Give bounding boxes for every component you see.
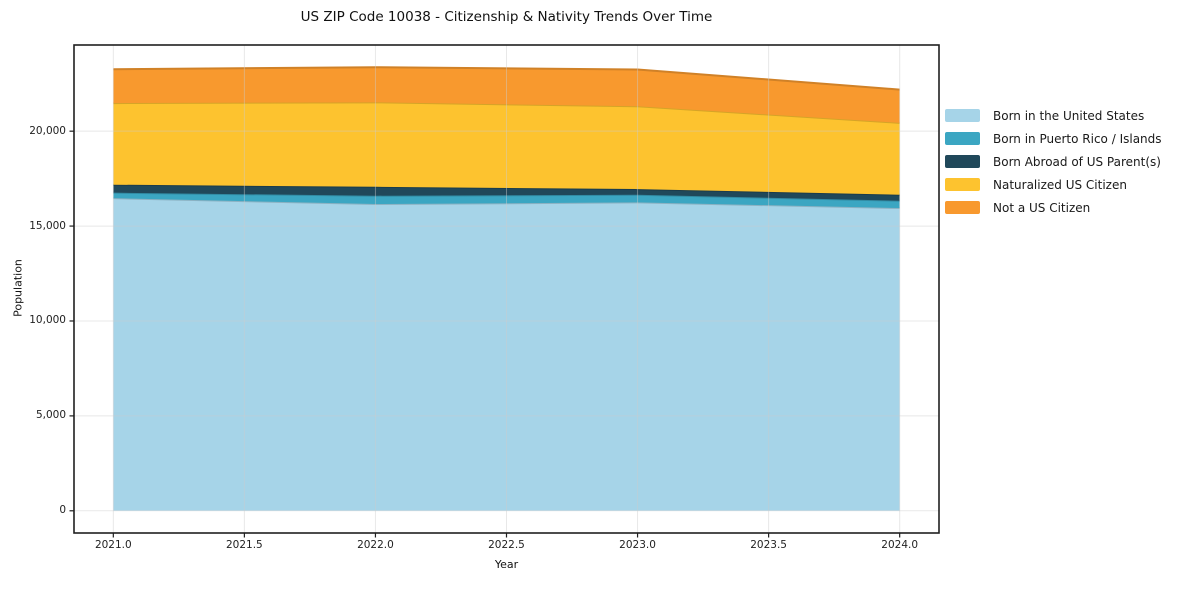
- x-tick-label: 2023.5: [750, 539, 787, 551]
- area-born-abroad-of-us-parent-s: [113, 184, 900, 201]
- legend-item-born-in-the-united-states: Born in the United States: [945, 104, 1162, 127]
- legend-item-born-abroad-of-us-parent-s: Born Abroad of US Parent(s): [945, 150, 1162, 173]
- legend-item-not-a-us-citizen: Not a US Citizen: [945, 196, 1162, 219]
- y-tick-label: 10,000: [29, 314, 66, 327]
- chart-title: US ZIP Code 10038 - Citizenship & Nativi…: [300, 9, 713, 25]
- area-edge-not-a-us-citizen: [113, 66, 900, 91]
- legend-label: Born in the United States: [993, 108, 1145, 123]
- legend-item-born-in-puerto-rico-islands: Born in Puerto Rico / Islands: [945, 127, 1162, 150]
- x-tick-label: 2021.0: [94, 539, 132, 551]
- legend-swatch-icon: [945, 132, 980, 145]
- area-born-in-the-united-states: [113, 198, 900, 511]
- y-tick-label: 0: [59, 504, 66, 517]
- legend: Born in the United States Born in Puerto …: [945, 104, 1162, 219]
- legend-swatch-icon: [945, 109, 980, 122]
- legend-label: Born Abroad of US Parent(s): [993, 154, 1161, 169]
- legend-item-naturalized-us-citizen: Naturalized US Citizen: [945, 173, 1162, 196]
- x-tick-label: 2021.5: [226, 539, 263, 551]
- x-tick-label: 2023.0: [619, 539, 656, 551]
- area-edge-born-abroad-of-us-parent-s: [113, 183, 900, 196]
- x-axis-label: Year: [494, 558, 519, 571]
- legend-swatch-icon: [945, 178, 980, 191]
- area-naturalized-us-citizen: [113, 102, 900, 195]
- x-tick-label: 2022.5: [488, 539, 525, 551]
- legend-swatch-icon: [945, 201, 980, 214]
- legend-label: Not a US Citizen: [993, 200, 1091, 215]
- area-not-a-us-citizen: [113, 67, 900, 123]
- y-tick-label: 5,000: [35, 409, 66, 422]
- legend-label: Naturalized US Citizen: [993, 177, 1127, 192]
- legend-label: Born in Puerto Rico / Islands: [993, 131, 1162, 146]
- x-tick-label: 2024.0: [881, 539, 919, 551]
- y-tick-label: 20,000: [29, 124, 66, 137]
- area-edge-born-in-puerto-rico-islands: [113, 191, 900, 202]
- y-tick-label: 15,000: [29, 219, 66, 232]
- x-tick-label: 2022.0: [357, 539, 394, 551]
- legend-swatch-icon: [945, 155, 980, 168]
